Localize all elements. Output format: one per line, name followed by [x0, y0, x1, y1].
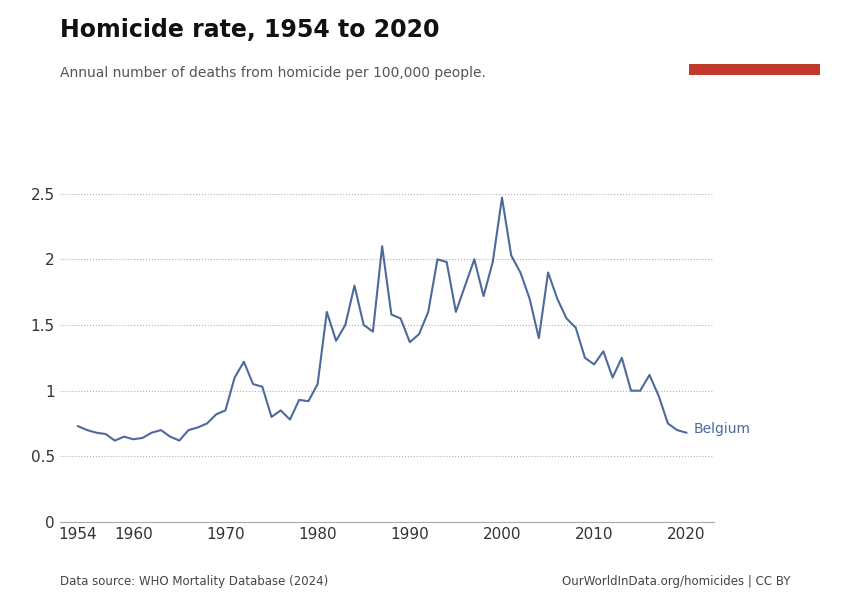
Text: Homicide rate, 1954 to 2020: Homicide rate, 1954 to 2020 — [60, 18, 439, 42]
Text: OurWorldInData.org/homicides | CC BY: OurWorldInData.org/homicides | CC BY — [562, 575, 790, 588]
Text: in Data: in Data — [730, 43, 779, 56]
Text: Belgium: Belgium — [694, 422, 751, 436]
FancyBboxPatch shape — [688, 64, 820, 75]
Text: Annual number of deaths from homicide per 100,000 people.: Annual number of deaths from homicide pe… — [60, 66, 485, 80]
Text: Our World: Our World — [721, 26, 788, 40]
Text: Data source: WHO Mortality Database (2024): Data source: WHO Mortality Database (202… — [60, 575, 328, 588]
